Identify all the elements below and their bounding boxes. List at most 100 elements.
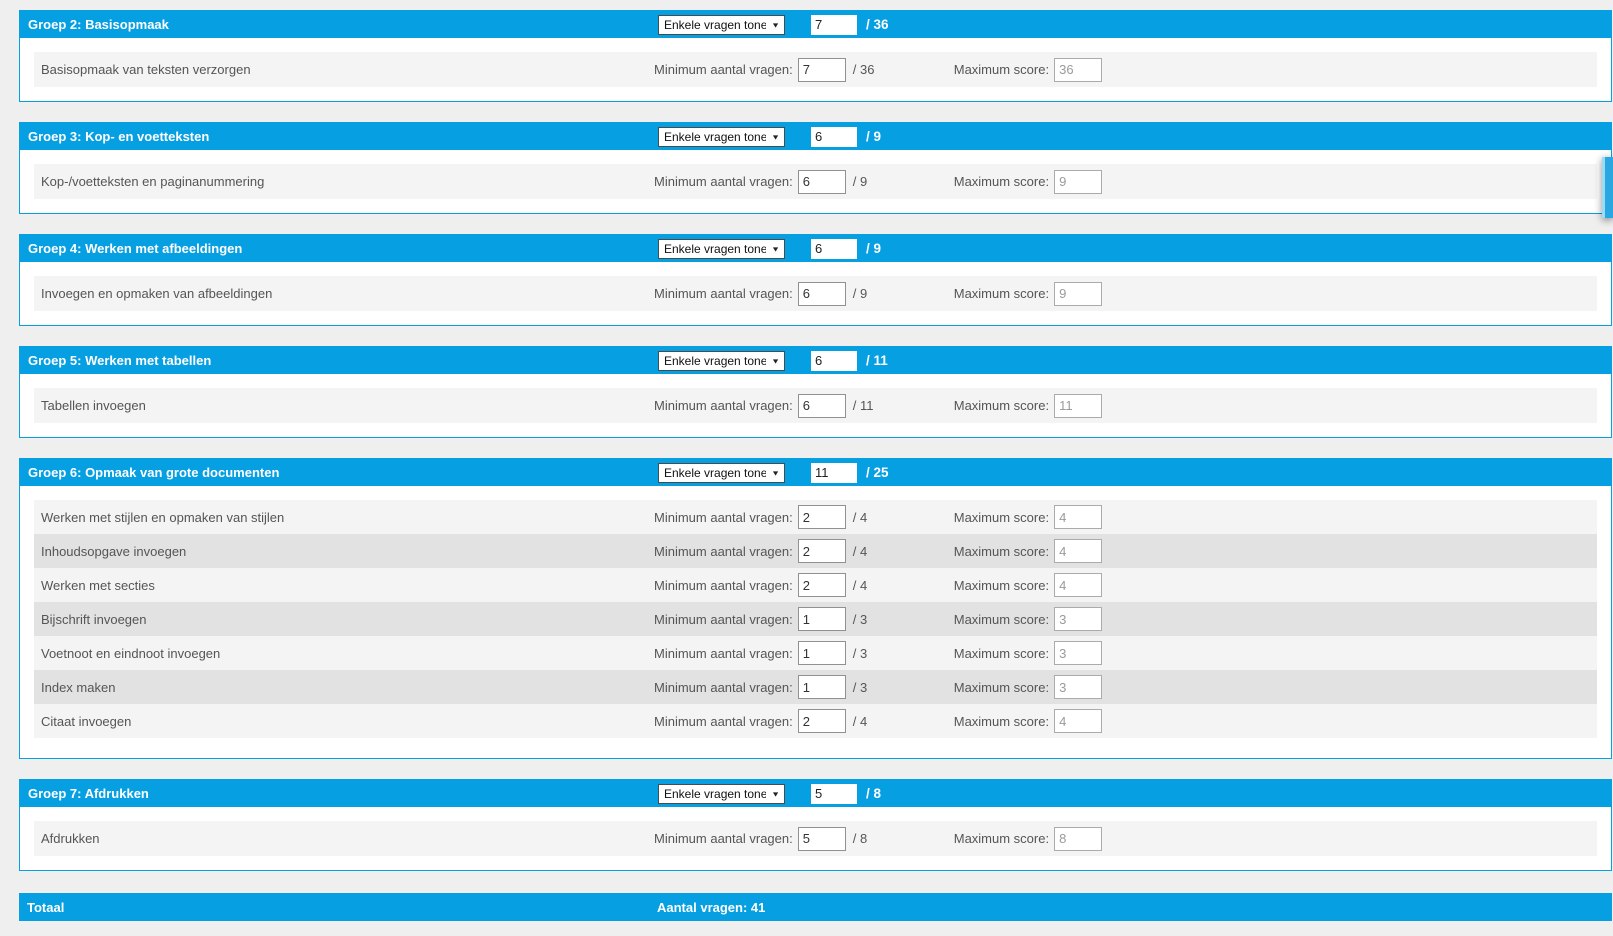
topic-label: Bijschrift invoegen: [41, 611, 147, 627]
group-title: Groep 3: Kop- en voetteksten: [28, 129, 210, 144]
topic-label: Werken met secties: [41, 577, 155, 593]
total-bar: Totaal Aantal vragen: 41: [19, 893, 1612, 921]
max-score-label: Maximum score:: [953, 509, 1050, 525]
max-score-label: Maximum score:: [953, 398, 1050, 413]
min-questions-label: Minimum aantal vragen:: [654, 398, 793, 413]
group-panel: Groep 6: Opmaak van grote documenten Enk…: [19, 458, 1612, 759]
questions-total-text: / 3: [852, 645, 868, 661]
max-score-label: Maximum score:: [953, 645, 1050, 661]
min-questions-input[interactable]: [797, 505, 846, 529]
max-score-input: [1054, 641, 1103, 665]
min-questions-input[interactable]: [797, 169, 846, 194]
max-score-input: [1054, 393, 1103, 418]
show-questions-select[interactable]: Enkele vragen tonen: [658, 350, 785, 371]
topic-row: Basisopmaak van teksten verzorgen Minimu…: [34, 52, 1597, 87]
group-header: Groep 6: Opmaak van grote documenten Enk…: [20, 459, 1611, 486]
group-title: Groep 2: Basisopmaak: [28, 17, 169, 32]
topic-row: Kop-/voetteksten en paginanummering Mini…: [34, 164, 1597, 199]
topic-label: Citaat invoegen: [41, 713, 132, 729]
show-questions-select[interactable]: Enkele vragen tonen: [658, 783, 785, 804]
topic-row: Werken met secties Minimum aantal vragen…: [34, 568, 1597, 602]
show-questions-select-wrap: Enkele vragen tonen ▼: [658, 238, 785, 259]
min-questions-label: Minimum aantal vragen:: [654, 286, 793, 301]
show-questions-select[interactable]: Enkele vragen tonen: [658, 126, 785, 147]
group-title: Groep 4: Werken met afbeeldingen: [28, 241, 243, 256]
max-score-label: Maximum score:: [953, 543, 1050, 559]
group-header: Groep 3: Kop- en voetteksten Enkele vrag…: [20, 123, 1611, 150]
min-questions-label: Minimum aantal vragen:: [654, 645, 793, 661]
max-score-label: Maximum score:: [953, 611, 1050, 627]
topic-label: Kop-/voetteksten en paginanummering: [41, 174, 265, 189]
min-questions-input[interactable]: [797, 709, 846, 733]
min-questions-input[interactable]: [797, 641, 846, 665]
questions-total-text: / 4: [852, 577, 868, 593]
min-questions-input[interactable]: [797, 539, 846, 563]
group-question-count-input[interactable]: [811, 14, 857, 35]
max-score-input: [1054, 675, 1103, 699]
max-score-input: [1054, 709, 1103, 733]
topic-row: Bijschrift invoegen Minimum aantal vrage…: [34, 602, 1597, 636]
group-question-total: / 9: [866, 241, 882, 256]
min-questions-input[interactable]: [797, 393, 846, 418]
max-score-label: Maximum score:: [953, 62, 1050, 77]
max-score-label: Maximum score:: [953, 174, 1050, 189]
show-questions-select-wrap: Enkele vragen tonen ▼: [658, 350, 785, 371]
group-panel: Groep 5: Werken met tabellen Enkele vrag…: [19, 346, 1612, 438]
group-question-total: / 9: [866, 129, 882, 144]
topic-label: Index maken: [41, 679, 116, 695]
max-score-input: [1054, 826, 1103, 851]
group-question-count-input[interactable]: [811, 350, 857, 371]
min-questions-input[interactable]: [797, 607, 846, 631]
questions-total-text: / 3: [852, 679, 868, 695]
group-question-count-input[interactable]: [811, 783, 857, 804]
group-panel: Groep 3: Kop- en voetteksten Enkele vrag…: [19, 122, 1612, 214]
scrollbar-thumb[interactable]: [1602, 157, 1613, 218]
min-questions-input[interactable]: [797, 573, 846, 597]
topic-label: Werken met stijlen en opmaken van stijle…: [41, 509, 285, 525]
max-score-input: [1054, 505, 1103, 529]
group-question-count-input[interactable]: [811, 238, 857, 259]
show-questions-select-wrap: Enkele vragen tonen ▼: [658, 783, 785, 804]
show-questions-select[interactable]: Enkele vragen tonen: [658, 14, 785, 35]
questions-total-text: / 8: [852, 831, 868, 846]
topic-label: Afdrukken: [41, 831, 100, 846]
group-question-count-input[interactable]: [811, 126, 857, 147]
min-questions-label: Minimum aantal vragen:: [654, 174, 793, 189]
min-questions-label: Minimum aantal vragen:: [654, 611, 793, 627]
min-questions-label: Minimum aantal vragen:: [654, 543, 793, 559]
topic-label: Voetnoot en eindnoot invoegen: [41, 645, 221, 661]
group-body: Basisopmaak van teksten verzorgen Minimu…: [20, 38, 1611, 101]
max-score-input: [1054, 573, 1103, 597]
topic-label: Tabellen invoegen: [41, 398, 146, 413]
topic-row: Voetnoot en eindnoot invoegen Minimum aa…: [34, 636, 1597, 670]
questions-total-text: / 36: [852, 62, 875, 77]
show-questions-select[interactable]: Enkele vragen tonen: [658, 462, 785, 483]
group-panel: Groep 4: Werken met afbeeldingen Enkele …: [19, 234, 1612, 326]
min-questions-input[interactable]: [797, 826, 846, 851]
topic-row: Werken met stijlen en opmaken van stijle…: [34, 500, 1597, 534]
max-score-input: [1054, 169, 1103, 194]
topic-row: Invoegen en opmaken van afbeeldingen Min…: [34, 276, 1597, 311]
questions-total-text: / 3: [852, 611, 868, 627]
questions-total-text: / 4: [852, 509, 868, 525]
group-body: Werken met stijlen en opmaken van stijle…: [20, 486, 1611, 758]
group-title: Groep 6: Opmaak van grote documenten: [28, 465, 280, 480]
max-score-label: Maximum score:: [953, 577, 1050, 593]
groups-container: Groep 2: Basisopmaak Enkele vragen tonen…: [0, 10, 1613, 871]
group-body: Invoegen en opmaken van afbeeldingen Min…: [20, 262, 1611, 325]
max-score-label: Maximum score:: [953, 286, 1050, 301]
topic-row: Index maken Minimum aantal vragen: / 3 M…: [34, 670, 1597, 704]
max-score-input: [1054, 539, 1103, 563]
topic-row: Inhoudsopgave invoegen Minimum aantal vr…: [34, 534, 1597, 568]
min-questions-label: Minimum aantal vragen:: [654, 831, 793, 846]
min-questions-input[interactable]: [797, 281, 846, 306]
show-questions-select[interactable]: Enkele vragen tonen: [658, 238, 785, 259]
group-question-count-input[interactable]: [811, 462, 857, 483]
show-questions-select-wrap: Enkele vragen tonen ▼: [658, 14, 785, 35]
group-body: Afdrukken Minimum aantal vragen: / 8 Max…: [20, 807, 1611, 870]
group-question-total: / 8: [866, 786, 882, 801]
topic-label: Basisopmaak van teksten verzorgen: [41, 62, 251, 77]
group-panel: Groep 2: Basisopmaak Enkele vragen tonen…: [19, 10, 1612, 102]
min-questions-input[interactable]: [797, 57, 846, 82]
min-questions-input[interactable]: [797, 675, 846, 699]
